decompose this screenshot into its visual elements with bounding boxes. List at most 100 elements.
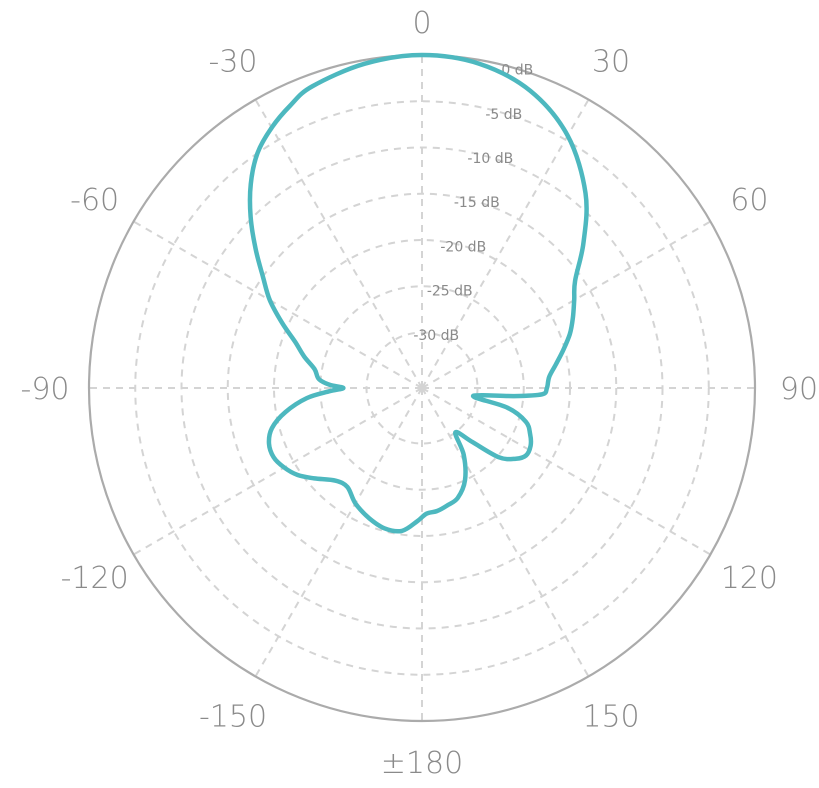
radial-tick-label: -30 dB (413, 328, 459, 344)
grid-ring (273, 239, 571, 537)
data-point (284, 411, 287, 414)
data-point (525, 454, 528, 457)
data-point (548, 375, 551, 378)
angle-tick-label: -120 (61, 561, 129, 596)
data-point (582, 241, 585, 244)
data-point (416, 520, 419, 523)
data-point (270, 126, 273, 129)
data-point (498, 456, 501, 459)
angle-tick-label: 90 (780, 372, 818, 407)
data-point (529, 432, 532, 435)
data-point (562, 349, 565, 352)
data-point (568, 333, 571, 336)
data-point (456, 497, 459, 500)
data-point (305, 397, 308, 400)
data-point (256, 152, 259, 155)
data-point (281, 321, 284, 324)
data-point (462, 453, 465, 456)
angle-tick-label: -90 (21, 372, 70, 407)
radial-tick-label: -25 dB (427, 284, 473, 300)
angle-tick-label: ±180 (381, 746, 463, 781)
data-point (368, 517, 371, 520)
grid-spoke (254, 387, 423, 677)
data-point (283, 466, 286, 469)
data-point (268, 442, 271, 445)
radial-tick-label: -10 dB (467, 151, 513, 167)
data-point (296, 474, 299, 477)
grid-ring (365, 331, 479, 445)
radial-tick-label: -20 dB (440, 239, 486, 255)
data-point (506, 406, 509, 409)
angle-tick-label: 30 (592, 45, 630, 80)
data-point (545, 387, 548, 390)
angle-tick-label: 150 (582, 699, 639, 734)
data-point (421, 54, 424, 57)
angle-tick-label: -30 (209, 45, 258, 80)
data-point (249, 215, 252, 218)
data-point (289, 104, 292, 107)
data-point (303, 355, 306, 358)
data-point (311, 85, 314, 88)
data-point (400, 529, 403, 532)
data-point (480, 394, 483, 397)
data-point (328, 390, 331, 393)
data-point (328, 383, 331, 386)
data-point (268, 299, 271, 302)
data-point (313, 368, 316, 371)
radial-tick-label: -15 dB (454, 195, 500, 211)
data-point (513, 395, 516, 398)
data-point (574, 279, 577, 282)
data-point (571, 316, 574, 319)
data-point (566, 134, 569, 137)
angle-tick-label: 120 (721, 561, 778, 596)
radial-tick-labels: 0 dB-5 dB-10 dB-15 dB-20 dB-25 dB-30 dB (413, 63, 533, 344)
data-point (529, 444, 532, 447)
series-layer (247, 52, 589, 534)
data-point (425, 512, 428, 515)
series-line-0 (247, 52, 589, 534)
grid-spoke (133, 220, 423, 389)
data-point (354, 502, 357, 505)
data-point (573, 299, 576, 302)
data-point (294, 340, 297, 343)
angle-tick-label: 0 (412, 6, 431, 41)
radial-tick-label: -5 dB (485, 107, 522, 123)
data-point (478, 62, 481, 65)
data-point (524, 420, 527, 423)
data-point (261, 275, 264, 278)
data-point (317, 378, 320, 381)
data-point (272, 456, 275, 459)
data-point (334, 479, 337, 482)
angle-tick-label: 60 (730, 183, 768, 218)
data-point (342, 387, 345, 390)
data-point (346, 486, 349, 489)
data-point (473, 396, 476, 399)
data-point (363, 62, 366, 65)
data-point (529, 89, 532, 92)
angle-tick-labels: 0 30 60 90 120 150 ±180 -150 -120 -90 -60 -30 (21, 6, 819, 781)
data-point (584, 192, 587, 195)
data-point (541, 393, 544, 396)
grid-ring (180, 146, 664, 630)
grid-ring (134, 100, 710, 676)
angle-tick-label: -150 (199, 699, 267, 734)
grid-ring (226, 192, 618, 584)
data-point (383, 527, 386, 530)
grid (87, 53, 757, 723)
data-point (554, 363, 557, 366)
data-point (471, 441, 474, 444)
data-point (249, 182, 252, 185)
data-point (254, 247, 257, 250)
grid-ring (319, 285, 525, 491)
grid-spoke (254, 99, 423, 389)
data-point (446, 504, 449, 507)
data-point (270, 427, 273, 430)
angle-tick-label: -60 (70, 183, 119, 218)
data-point (514, 457, 517, 460)
data-point (454, 431, 457, 434)
grid-spoke (421, 220, 711, 389)
data-point (313, 477, 316, 480)
data-point (436, 510, 439, 513)
